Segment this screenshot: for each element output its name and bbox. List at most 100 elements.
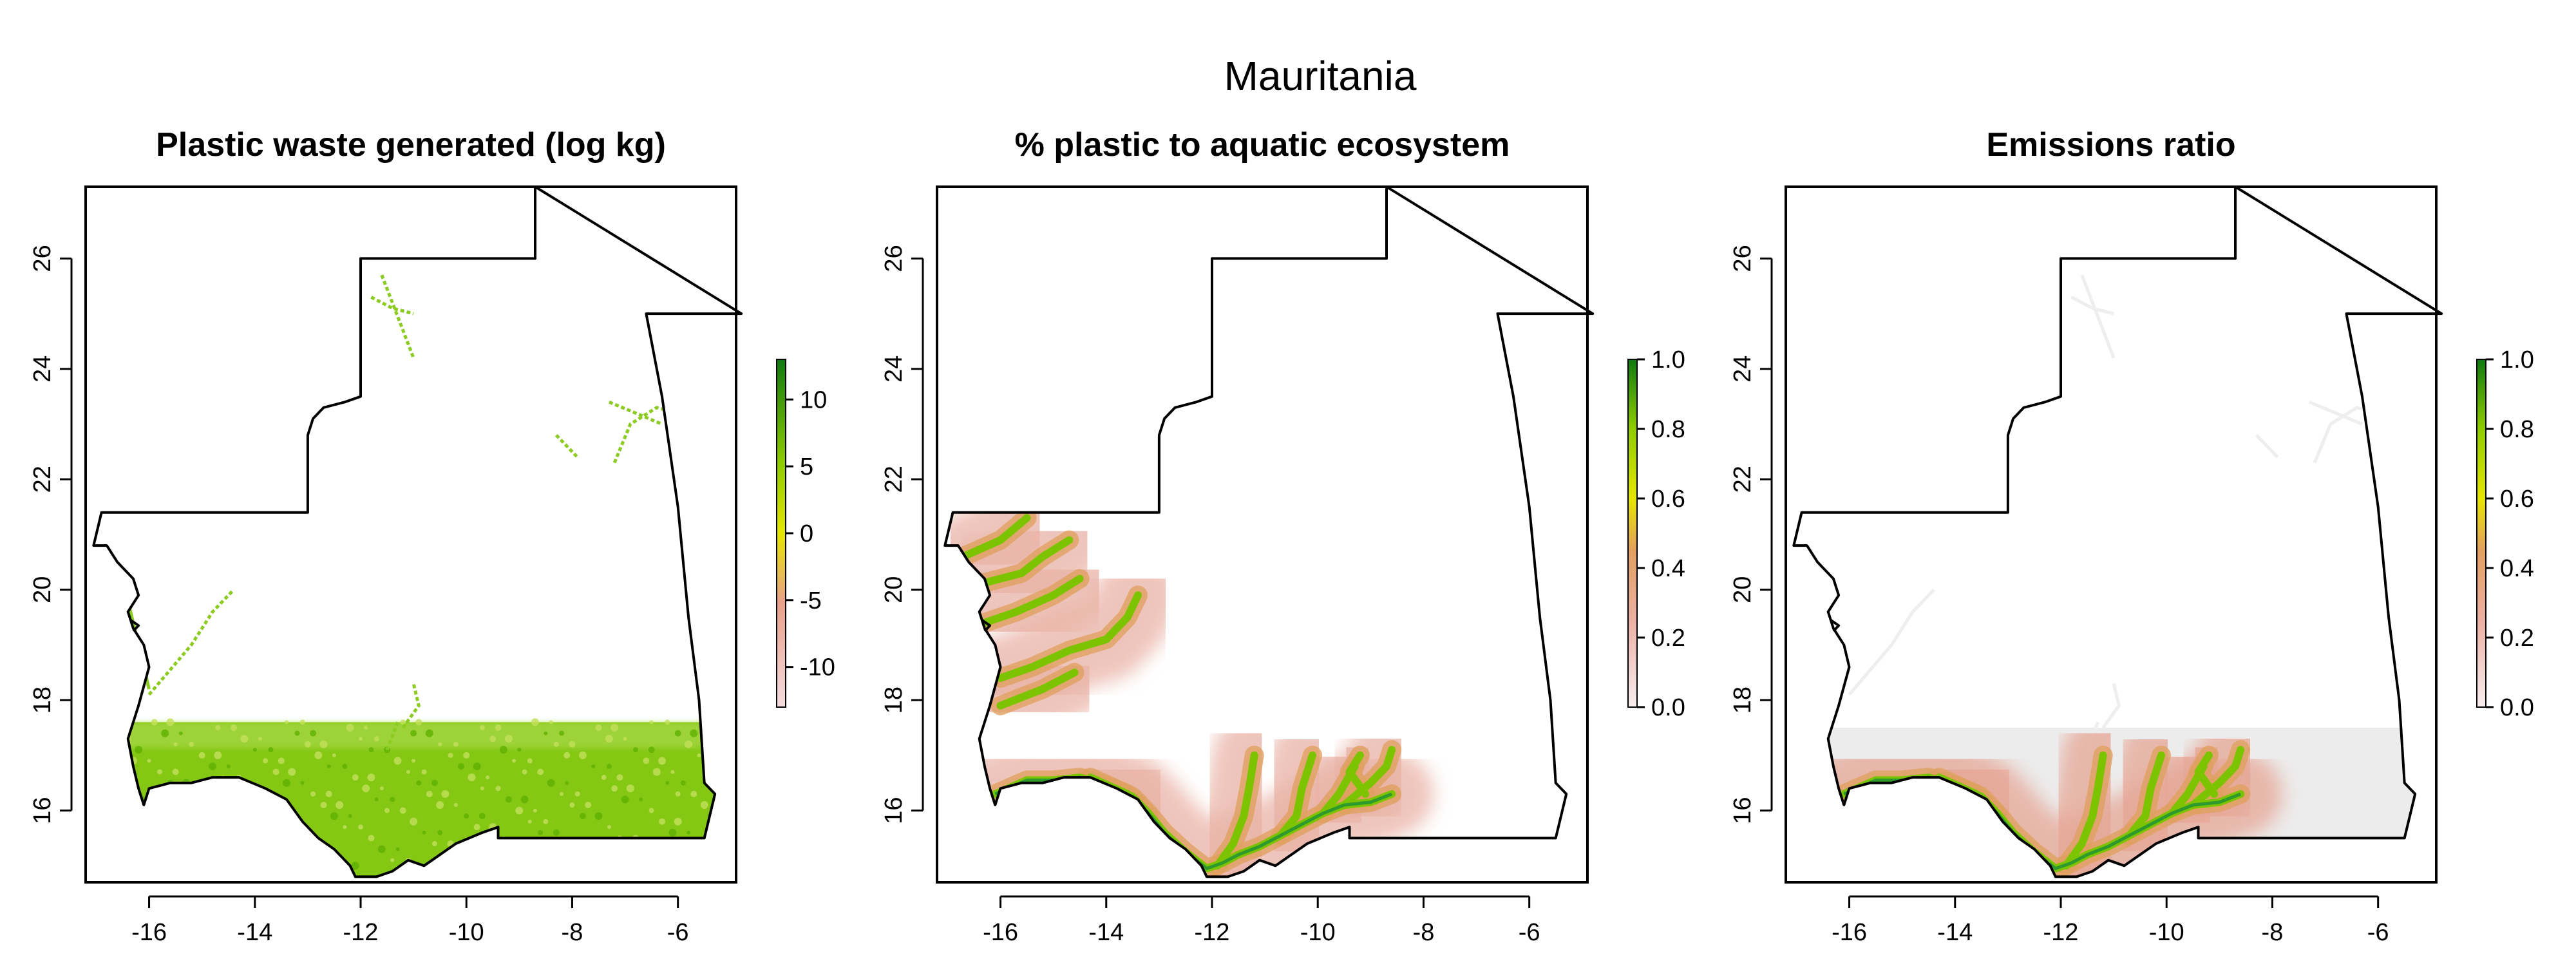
legend-tick-label: 0.4 <box>2500 555 2534 582</box>
waste-speckle <box>145 817 153 826</box>
waste-speckle <box>327 764 331 768</box>
waste-speckle <box>357 824 363 830</box>
waste-speckle <box>484 834 492 842</box>
waste-speckle <box>504 735 513 743</box>
waste-speckle <box>713 814 717 819</box>
waste-speckle <box>594 812 603 820</box>
x-tick-label: -14 <box>237 919 272 946</box>
waste-speckle <box>585 863 591 869</box>
waste-speckle <box>489 735 497 743</box>
panel-1: Plastic waste generated (log kg) -16 -14 -1… <box>29 126 835 946</box>
y-tick-label: 26 <box>1729 245 1756 272</box>
waste-speckle <box>406 770 410 774</box>
waste-speckle <box>416 780 422 786</box>
river-channel <box>2189 746 2245 809</box>
x-tick-label: -6 <box>2367 919 2389 946</box>
waste-speckle <box>268 747 274 753</box>
legend-tick-label: 0.6 <box>1651 486 1685 513</box>
waste-speckle <box>368 835 375 842</box>
figure-title: Mauritania <box>1224 53 1417 99</box>
waste-speckle <box>627 846 634 853</box>
waste-speckle <box>299 719 305 725</box>
waste-speckle <box>522 769 527 775</box>
waste-speckle <box>367 773 375 782</box>
waste-speckle <box>198 840 206 848</box>
waste-speckle <box>431 841 437 846</box>
waste-speckle <box>147 759 151 763</box>
waste-speckle <box>224 823 232 831</box>
waste-speckle <box>285 720 289 724</box>
waste-speckle <box>621 795 629 804</box>
waste-speckle <box>722 763 729 770</box>
zero-ratio-trail <box>2070 296 2114 316</box>
waste-speckle <box>496 847 500 851</box>
raster-layer <box>945 476 1434 877</box>
waste-speckle <box>685 740 693 748</box>
waste-speckle <box>269 808 273 813</box>
waste-speckle <box>547 779 555 787</box>
waste-speckle <box>565 781 569 785</box>
waste-speckle <box>563 840 571 848</box>
waste-speckle <box>585 802 592 808</box>
waste-speckle <box>600 862 607 869</box>
legend-gradient <box>1627 359 1638 708</box>
waste-speckle <box>230 724 237 731</box>
legend-tick-label: 0.6 <box>2500 486 2534 513</box>
y-tick-label: 16 <box>1729 797 1756 824</box>
waste-speckle <box>300 781 305 785</box>
waste-speckle <box>706 851 713 858</box>
waste-speckle <box>241 796 248 803</box>
legend-gradient <box>2476 359 2486 708</box>
waste-speckle <box>310 791 316 797</box>
waste-speckle <box>395 847 400 851</box>
waste-speckle <box>718 803 723 807</box>
waste-speckle <box>135 746 143 754</box>
river-channel <box>1340 746 1396 809</box>
country-border <box>92 185 743 878</box>
waste-speckle <box>512 759 516 763</box>
waste-speckle <box>214 751 222 759</box>
waste-speckle <box>263 758 269 764</box>
x-tick-label: -16 <box>983 919 1018 946</box>
waste-speckle <box>325 790 332 797</box>
waste-speckle <box>687 830 691 835</box>
waste-speckle <box>288 768 296 776</box>
waste-speckle <box>421 769 427 775</box>
waste-speckle <box>215 725 221 730</box>
legend-tick-label: 10 <box>800 386 827 413</box>
waste-speckle <box>173 829 178 835</box>
waste-speckle <box>156 857 163 864</box>
waste-speckle <box>495 786 501 791</box>
waste-speckle <box>258 737 262 741</box>
river-channel <box>975 536 1074 589</box>
waste-speckle <box>379 786 384 791</box>
waste-speckle <box>486 775 490 780</box>
waste-speckle <box>499 746 507 754</box>
waste-speckle <box>578 751 587 759</box>
waste-speckle <box>437 829 443 835</box>
waste-speckle <box>712 752 718 758</box>
x-tick-label: -8 <box>562 919 583 946</box>
waste-speckle <box>237 836 242 840</box>
legend-tick-label: 0.0 <box>1651 694 1685 721</box>
x-tick-label: -10 <box>449 919 484 946</box>
waste-speckle <box>517 748 522 752</box>
waste-speckle <box>289 829 296 836</box>
waste-speckle <box>436 801 444 809</box>
waste-speckle <box>553 741 559 747</box>
waste-speckle <box>316 842 321 846</box>
y-tick-label: 16 <box>29 797 56 824</box>
waste-speckle <box>330 812 338 820</box>
waste-speckle <box>284 808 290 813</box>
waste-speckle <box>252 835 258 841</box>
legend-tick-label: 0.4 <box>1651 555 1685 582</box>
waste-speckle <box>135 807 142 814</box>
waste-speckle <box>346 724 354 732</box>
waste-speckle <box>172 768 179 775</box>
waste-speckle <box>272 856 280 864</box>
waste-speckle <box>691 852 697 858</box>
waste-speckle <box>697 753 701 757</box>
waste-speckle <box>643 757 650 764</box>
y-tick-label: 26 <box>880 245 907 272</box>
waste-speckle <box>595 724 602 731</box>
